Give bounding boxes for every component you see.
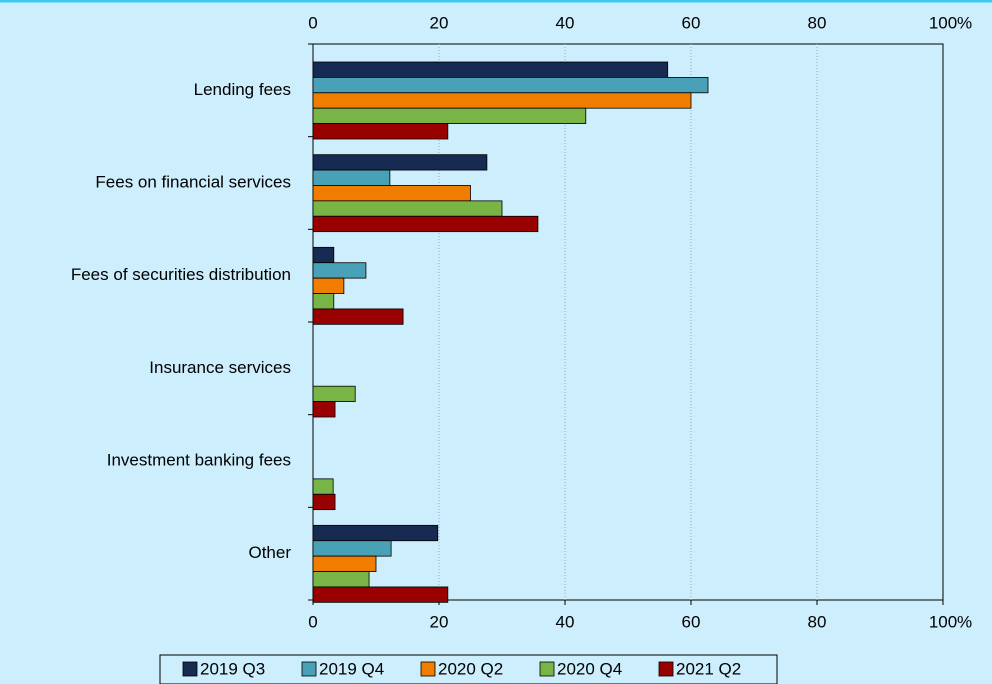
bar	[312, 92, 692, 109]
x-tick-label-bottom: 0	[308, 612, 317, 631]
x-unit-bottom: %	[957, 612, 972, 631]
bar	[312, 61, 669, 78]
bar	[312, 185, 471, 202]
y-tick-label: Other	[248, 543, 291, 562]
bar	[312, 293, 335, 310]
legend-swatch	[420, 661, 436, 677]
x-tick-label-bottom: 60	[682, 612, 701, 631]
bar	[312, 385, 356, 403]
legend-label: 2019 Q4	[319, 659, 384, 678]
bar	[312, 277, 345, 294]
legend-swatch	[182, 661, 198, 677]
x-tick-label-bottom: 20	[430, 612, 449, 631]
bar	[312, 200, 503, 217]
bar	[312, 262, 367, 279]
legend-swatch	[658, 661, 674, 677]
legend-label: 2021 Q2	[676, 659, 741, 678]
bar	[312, 401, 336, 418]
x-tick-label-bottom: 80	[808, 612, 827, 631]
bar	[312, 246, 335, 264]
x-tick-label-bottom: 40	[556, 612, 575, 631]
bar	[312, 571, 370, 588]
y-tick-label: Fees on financial services	[95, 172, 291, 191]
x-tick-label-bottom: 100	[929, 612, 957, 631]
bar	[312, 478, 334, 495]
bar	[312, 123, 449, 140]
x-tick-label-top: 20	[430, 13, 449, 32]
x-tick-label-top: 100	[929, 13, 957, 32]
x-unit-top: %	[957, 13, 972, 32]
bar	[312, 555, 377, 572]
legend-label: 2019 Q3	[200, 659, 265, 678]
legend-label: 2020 Q2	[438, 659, 503, 678]
x-tick-label-top: 0	[308, 13, 317, 32]
bar	[312, 540, 392, 557]
legend-swatch	[539, 661, 555, 677]
bar	[312, 524, 439, 542]
x-tick-label-top: 60	[682, 13, 701, 32]
y-tick-label: Investment banking fees	[107, 450, 291, 469]
bar	[312, 154, 488, 171]
bar	[312, 107, 587, 124]
bar	[312, 308, 404, 325]
bar	[312, 169, 391, 186]
y-tick-label: Insurance services	[149, 358, 291, 377]
x-tick-label-top: 40	[556, 13, 575, 32]
y-tick-label: Fees of securities distribution	[71, 265, 291, 284]
legend-label: 2020 Q4	[557, 659, 622, 678]
bar	[312, 215, 539, 233]
legend-box	[159, 654, 778, 684]
legend-swatch	[301, 661, 317, 677]
bar	[312, 586, 449, 603]
bar	[312, 77, 709, 94]
y-tick-label: Lending fees	[194, 80, 291, 99]
x-tick-label-top: 80	[808, 13, 827, 32]
bar	[312, 493, 336, 511]
